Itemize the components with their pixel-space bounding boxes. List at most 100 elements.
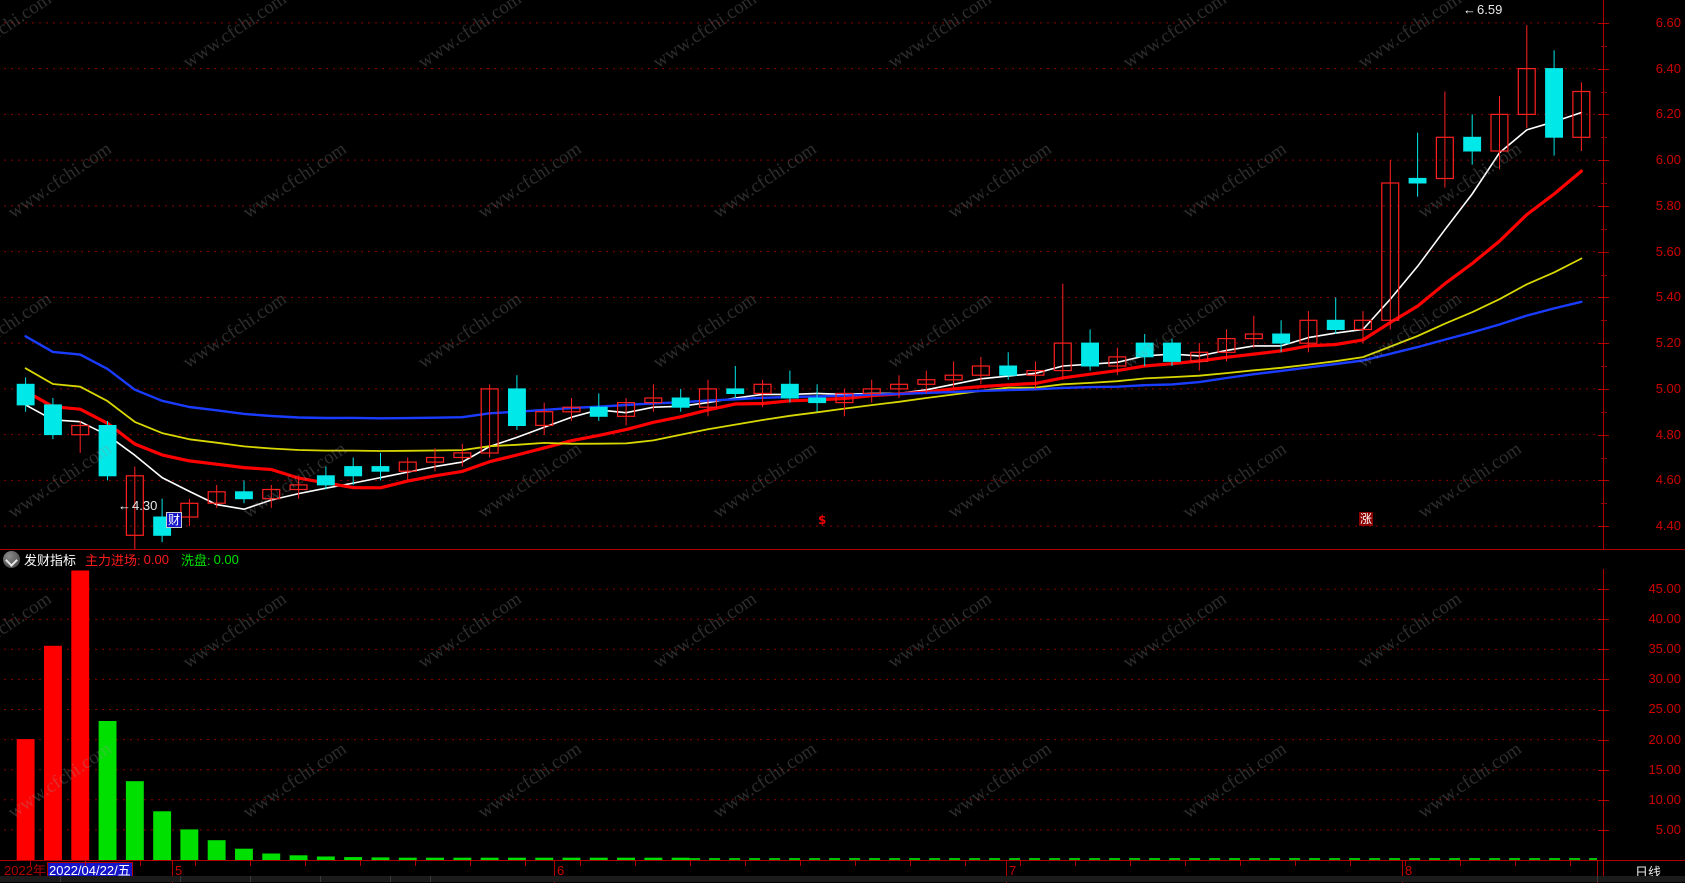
fortune-indicator-panel[interactable]: 45.00 40.00 35.00 30.00 25.00 20.00 15.00 10.00… [0,549,1685,882]
time-axis-tick [1350,861,1351,866]
price-axis-tick [1598,160,1609,162]
bottom-strip-segment[interactable] [250,876,321,882]
candlestick-price-panel[interactable]: 6.60 6.40 6.20 6.00 5.80 5.60 5.40 5.20 5.00 4.80… [0,0,1685,550]
indicator-axis-label: 45.00 [1648,581,1681,597]
time-axis-month-divider [1402,861,1403,883]
price-axis-label: 6.00 [1655,152,1681,168]
time-axis-tick [910,861,911,866]
price-axis-tick [1598,68,1609,70]
candle [1244,315,1263,348]
candle [125,466,144,549]
indicator-bar [71,570,90,861]
price-axis-label: 5.60 [1655,243,1681,259]
price-axis-label: 4.40 [1655,518,1681,534]
candle [917,370,936,394]
time-axis-month-label: 5 [175,863,183,878]
bottom-strip-segment[interactable] [60,876,181,882]
indicator-bar [44,645,62,861]
indicator-axis-label: 30.00 [1648,671,1681,687]
candle [1026,361,1045,389]
price-axis-tick [1598,251,1609,253]
bottom-strip-segment[interactable] [320,876,391,882]
indicator-axis-label: 40.00 [1648,611,1681,627]
indicator-axis-label: 5.00 [1655,821,1681,837]
price-axis-label: 4.60 [1655,472,1681,488]
high-price-value: 6.59 [1477,2,1503,17]
candle [535,402,554,435]
candle [180,498,199,527]
high-price-tag: ←6.59 [1463,3,1502,17]
indicator-bar [289,855,308,861]
candle [1572,82,1591,151]
indicator-bar [207,840,226,861]
time-axis-tick [965,861,966,866]
candle [1299,311,1318,353]
time-axis-tick [580,861,581,866]
candle [16,377,35,412]
candle [1053,283,1072,380]
time-axis-month-label: 7 [1009,863,1017,878]
bottom-strip-segment[interactable] [0,876,61,882]
indicator-header[interactable]: 发财指标 主力进场: 0.00 洗盘: 0.00 [0,549,1685,569]
indicator-bar [98,721,117,861]
indicator-axis-label: 15.00 [1648,761,1681,777]
price-plot[interactable] [0,0,1685,549]
price-axis-minor-tick [1601,137,1607,139]
candle [726,366,745,398]
candle [644,384,663,412]
price-axis[interactable]: 6.60 6.40 6.20 6.00 5.80 5.60 5.40 5.20 5.00 4.80… [1595,0,1685,550]
time-axis-tick [690,861,691,866]
candle [207,484,226,508]
candle [1108,347,1127,376]
candle [1517,25,1536,129]
price-axis-minor-tick [1601,411,1607,413]
indicator-bar [16,739,35,861]
indicator-axis-label: 35.00 [1648,641,1681,657]
time-axis-tick [1020,861,1021,866]
indicator-plot[interactable] [0,549,1685,882]
candle [1408,132,1427,197]
price-axis-minor-tick [1601,183,1607,184]
candle [1381,160,1400,330]
indicator-title: 发财指标 [24,553,77,568]
candle [1326,297,1345,334]
bottom-strip-segment[interactable] [390,876,431,882]
time-axis-right-divider [1597,861,1598,883]
time-axis-tick [415,861,416,866]
candle [808,384,827,412]
candle [862,379,881,403]
price-axis-minor-tick [1601,503,1607,505]
bottom-strip-segment[interactable] [430,876,1598,882]
candle [289,475,308,499]
bottom-scroll-strip[interactable] [0,876,1685,882]
time-axis-tick [800,861,801,866]
time-axis-tick [195,861,196,866]
candle [262,484,281,508]
bottom-strip-segment[interactable] [180,876,251,882]
candle [98,420,117,481]
candle [1490,96,1509,170]
candle [1272,320,1291,353]
indicator-axis-tick [1598,769,1609,771]
price-axis-minor-tick [1601,91,1607,93]
chevron-down-icon[interactable] [3,551,20,568]
indicator-value-axis[interactable]: 45.00 40.00 35.00 30.00 25.00 20.00 15.00 10.00… [1595,549,1685,882]
candle [1353,311,1372,344]
arrow-left-icon: ← [1463,2,1476,17]
time-axis-year-label: 2022年 [4,863,46,878]
price-axis-tick [1598,434,1609,436]
price-axis-tick [1598,480,1609,482]
candle [889,375,909,398]
arrow-left-icon: ← [118,498,131,513]
indicator-series-value-main: 0.00 [143,552,169,567]
time-axis-tick [525,861,526,866]
indicator-axis-tick [1598,589,1609,591]
marker-dollar: $ [818,513,827,527]
price-axis-tick [1598,114,1609,116]
low-price-value: 4.30 [132,498,158,513]
candle [1217,329,1236,362]
price-axis-label: 6.40 [1655,60,1681,76]
price-axis-tick [1598,205,1609,207]
indicator-bar [125,781,144,861]
